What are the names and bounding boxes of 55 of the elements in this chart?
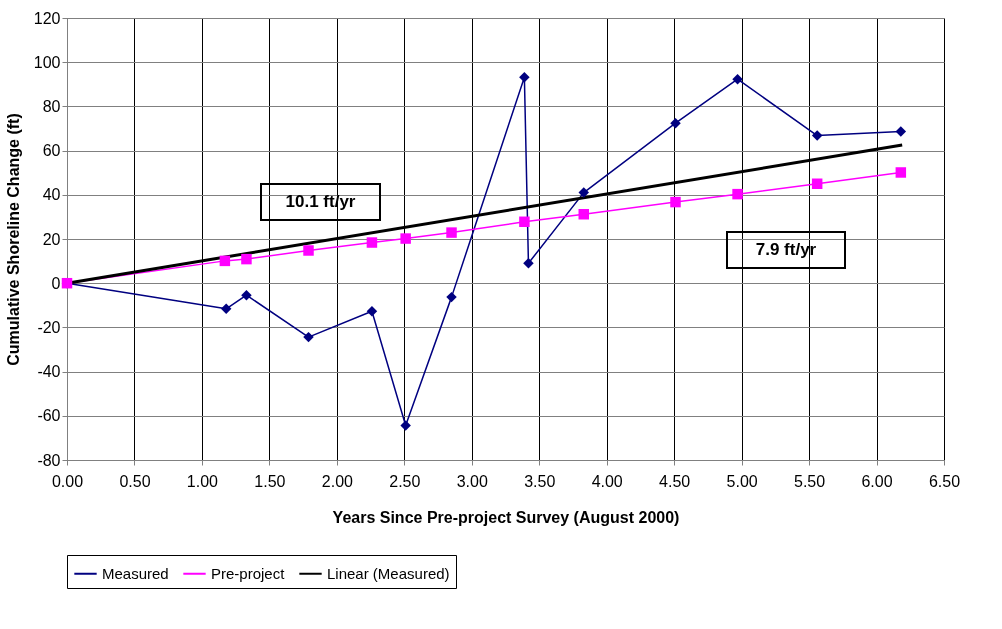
point xyxy=(732,188,743,200)
point xyxy=(519,216,530,228)
point xyxy=(241,253,252,265)
point xyxy=(732,73,743,85)
point xyxy=(670,196,681,208)
point xyxy=(811,178,823,189)
legend-label: Linear (Measured) xyxy=(327,564,450,582)
y-tick-label: 100 xyxy=(33,53,61,71)
point xyxy=(670,117,681,129)
x-tick-label: 4.00 xyxy=(591,472,623,490)
point xyxy=(400,420,411,431)
point xyxy=(241,289,252,301)
y-tick-label: -20 xyxy=(37,318,61,336)
point xyxy=(303,245,314,256)
y-tick-label: 60 xyxy=(42,142,61,160)
x-tick-label: 5.50 xyxy=(794,472,826,490)
x-tick-label: 3.50 xyxy=(524,472,556,490)
x-tick-label: 1.00 xyxy=(186,472,219,490)
point xyxy=(578,187,589,198)
y-tick-label: -80 xyxy=(37,451,61,469)
point xyxy=(446,227,457,238)
point xyxy=(219,255,231,267)
y-tick-label: 40 xyxy=(42,186,61,204)
x-tick-label: 4.50 xyxy=(659,472,691,490)
x-tick-label: 5.00 xyxy=(726,472,758,490)
legend-label: Pre-project xyxy=(211,564,286,582)
point xyxy=(400,233,411,244)
x-axis-title: Years Since Pre-project Survey (August 2000) xyxy=(332,508,680,526)
legend-label: Measured xyxy=(102,564,169,582)
x-tick-label: 2.50 xyxy=(389,472,421,490)
point xyxy=(366,306,378,317)
y-axis-title: Cumulative Shoreline Change (ft) xyxy=(4,113,22,366)
x-tick-label: 0.00 xyxy=(51,472,84,490)
y-tick-label: 20 xyxy=(42,230,61,248)
point xyxy=(895,126,907,137)
y-tick-label: 0 xyxy=(51,274,61,292)
x-tick-label: 1.50 xyxy=(254,472,286,490)
point xyxy=(895,167,907,178)
y-tick-label: -60 xyxy=(37,407,61,425)
point xyxy=(303,331,314,343)
point xyxy=(578,209,589,220)
point xyxy=(523,258,534,269)
x-tick-label: 2.00 xyxy=(321,472,354,490)
point xyxy=(366,237,378,248)
point xyxy=(811,130,823,141)
x-tick-label: 6.50 xyxy=(928,472,961,490)
y-tick-label: -40 xyxy=(37,363,61,381)
point xyxy=(519,71,530,83)
x-tick-label: 0.50 xyxy=(119,472,151,490)
x-tick-label: 6.00 xyxy=(861,472,893,490)
y-tick-label: 120 xyxy=(33,9,61,27)
point xyxy=(446,291,457,303)
x-tick-label: 3.00 xyxy=(456,472,488,490)
y-tick-label: 80 xyxy=(42,97,61,115)
point xyxy=(220,303,232,315)
